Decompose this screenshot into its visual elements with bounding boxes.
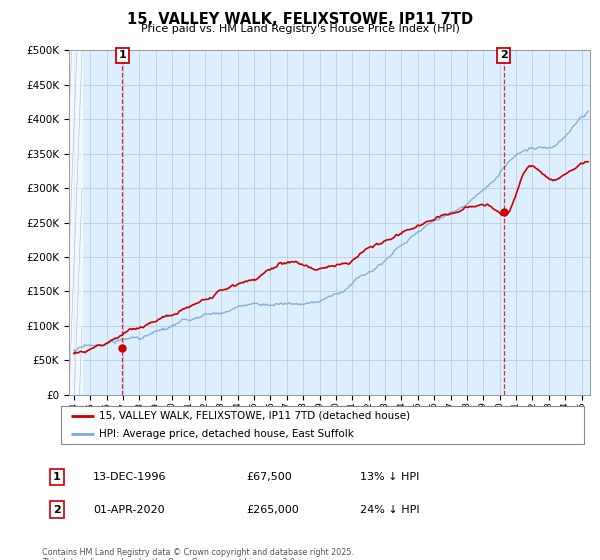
Text: £67,500: £67,500 [246, 472, 292, 482]
Text: 13% ↓ HPI: 13% ↓ HPI [360, 472, 419, 482]
Text: 15, VALLEY WALK, FELIXSTOWE, IP11 7TD (detached house): 15, VALLEY WALK, FELIXSTOWE, IP11 7TD (d… [100, 411, 410, 421]
FancyBboxPatch shape [61, 405, 584, 445]
Text: Contains HM Land Registry data © Crown copyright and database right 2025.
This d: Contains HM Land Registry data © Crown c… [42, 548, 354, 560]
Text: 1: 1 [53, 472, 61, 482]
Text: 2: 2 [53, 505, 61, 515]
Text: HPI: Average price, detached house, East Suffolk: HPI: Average price, detached house, East… [100, 430, 354, 439]
Text: Price paid vs. HM Land Registry's House Price Index (HPI): Price paid vs. HM Land Registry's House … [140, 24, 460, 34]
Text: 24% ↓ HPI: 24% ↓ HPI [360, 505, 419, 515]
Text: 1: 1 [118, 50, 126, 60]
Text: 13-DEC-1996: 13-DEC-1996 [93, 472, 167, 482]
Text: 15, VALLEY WALK, FELIXSTOWE, IP11 7TD: 15, VALLEY WALK, FELIXSTOWE, IP11 7TD [127, 12, 473, 27]
Text: £265,000: £265,000 [246, 505, 299, 515]
Text: 01-APR-2020: 01-APR-2020 [93, 505, 164, 515]
Text: 2: 2 [500, 50, 508, 60]
